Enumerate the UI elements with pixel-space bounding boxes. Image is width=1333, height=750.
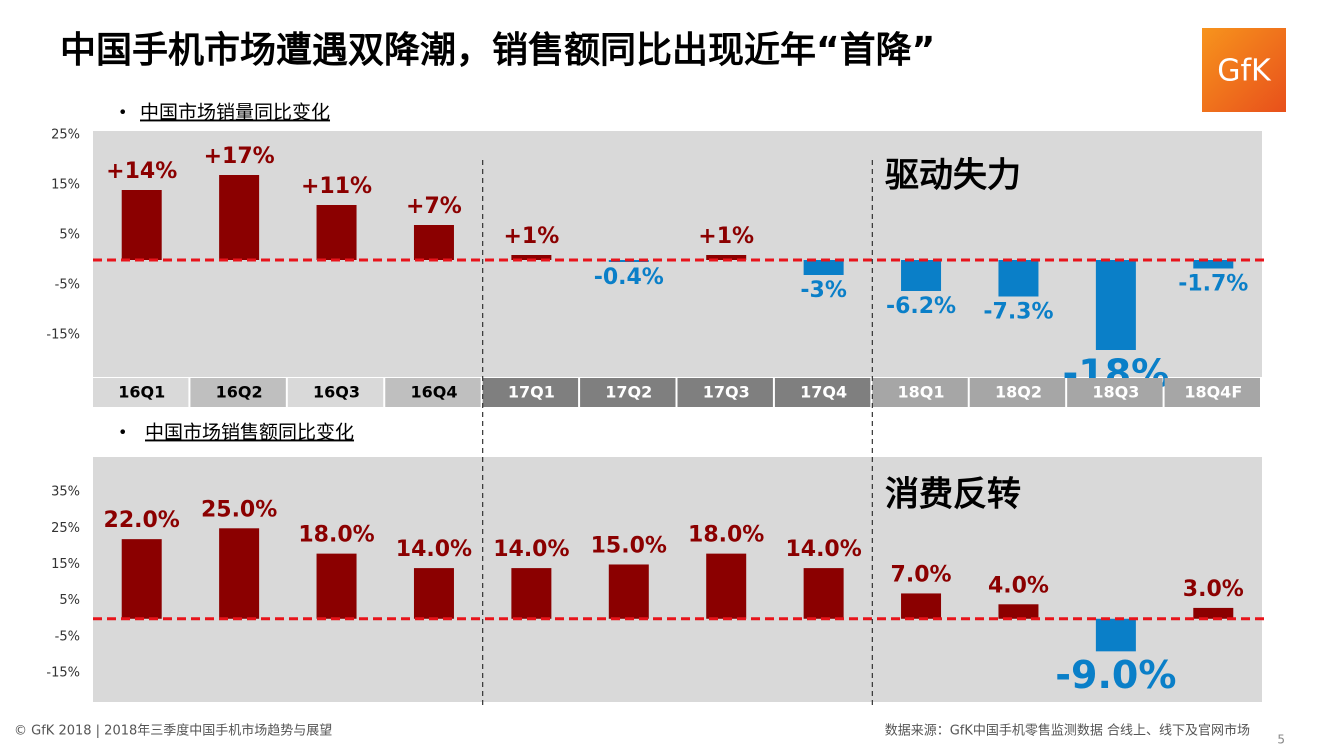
bar — [121, 190, 162, 260]
y-tick-label: 25% — [51, 128, 80, 143]
y-tick-label: 35% — [51, 485, 80, 500]
x-tick-label: 18Q3 — [1092, 383, 1139, 402]
category-band — [872, 378, 968, 407]
bar — [1095, 260, 1136, 350]
value-label: +17% — [204, 144, 275, 169]
y-tick-label: -15% — [46, 328, 80, 343]
value-label: 3.0% — [1183, 577, 1244, 602]
bar — [511, 568, 552, 619]
x-tick-label: 16Q3 — [313, 383, 360, 402]
bar — [706, 255, 747, 260]
bar — [803, 568, 844, 619]
category-band — [287, 378, 384, 407]
x-tick-label: 16Q4 — [410, 383, 457, 402]
y-tick-label: 25% — [51, 521, 80, 536]
value-label: +7% — [406, 194, 462, 219]
y-tick-label: 5% — [59, 593, 80, 608]
x-tick-label: 16Q1 — [118, 383, 165, 402]
bar — [316, 553, 357, 619]
plot-area — [93, 457, 1262, 702]
bar — [413, 568, 454, 619]
value-label: 7.0% — [891, 562, 952, 587]
value-label: +1% — [698, 224, 754, 249]
logo-text: GfK — [1217, 54, 1272, 89]
bar — [511, 255, 552, 260]
bar — [998, 604, 1039, 619]
x-tick-label: 17Q2 — [605, 383, 652, 402]
y-tick-label: -5% — [55, 278, 80, 293]
footer: © GfK 2018 | 2018年三季度中国手机市场趋势与展望 — [14, 723, 332, 739]
x-tick-label: 16Q2 — [216, 383, 263, 402]
bar — [121, 539, 162, 619]
y-tick-label: 15% — [51, 178, 80, 193]
bar — [1193, 607, 1234, 619]
category-band — [482, 378, 579, 407]
category-band — [969, 378, 1066, 407]
value-label: 18.0% — [688, 523, 764, 548]
bar — [316, 205, 357, 260]
category-band — [774, 378, 871, 407]
value-label: 25.0% — [201, 497, 277, 522]
value-label: +1% — [503, 224, 559, 249]
chart-title: 中国市场销售额同比变化 — [145, 422, 354, 444]
category-band — [385, 378, 481, 407]
value-label: 18.0% — [298, 523, 374, 548]
value-label: +11% — [301, 174, 372, 199]
value-label: -7.3% — [983, 300, 1053, 325]
annotation: 消费反转 — [885, 475, 1021, 515]
value-label: -0.4% — [594, 265, 664, 290]
bar — [901, 260, 942, 291]
x-tick-label: 17Q4 — [800, 383, 847, 402]
x-tick-label: 18Q1 — [898, 383, 945, 402]
logo-box — [1202, 28, 1286, 112]
logo: GfK — [1202, 28, 1286, 112]
value-label: -6.2% — [886, 294, 956, 319]
value-label: 22.0% — [104, 508, 180, 533]
bar — [413, 225, 454, 260]
plot-area — [93, 131, 1262, 377]
category-band — [677, 378, 773, 407]
y-tick-label: 5% — [59, 228, 80, 243]
value-label: -9.0% — [1055, 653, 1176, 697]
source: 数据来源：GfK中国手机零售监测数据 合线上、线下及官网市场 — [885, 723, 1250, 739]
annotation: 驱动失力 — [885, 156, 1021, 196]
value-label: 14.0% — [396, 537, 472, 562]
y-tick-label: -15% — [46, 666, 80, 681]
bullet: • — [118, 423, 127, 442]
bar — [998, 260, 1039, 297]
category-band — [1164, 378, 1260, 407]
bar — [901, 593, 942, 619]
category-band — [93, 378, 189, 407]
bar — [803, 260, 844, 275]
category-band — [580, 378, 676, 407]
value-label: +14% — [106, 159, 177, 184]
y-tick-label: 15% — [51, 557, 80, 572]
value-label: 15.0% — [591, 533, 667, 558]
value-label: 14.0% — [493, 537, 569, 562]
value-label: 14.0% — [785, 537, 861, 562]
x-tick-label: 18Q4F — [1184, 383, 1242, 402]
value-label: -3% — [800, 278, 846, 303]
slide-title: 中国手机市场遭遇双降潮，销售额同比出现近年“首降” — [60, 30, 935, 71]
value-label: -1.7% — [1178, 272, 1248, 297]
y-tick-label: -5% — [55, 629, 80, 644]
bar — [1095, 618, 1136, 652]
bullet: • — [118, 103, 127, 122]
category-band — [1067, 378, 1163, 407]
bar — [1193, 260, 1234, 269]
bar — [219, 528, 260, 619]
category-band — [190, 378, 286, 407]
chart-title: 中国市场销量同比变化 — [140, 102, 330, 124]
bar — [608, 564, 649, 619]
bar — [219, 175, 260, 260]
x-tick-label: 17Q3 — [703, 383, 750, 402]
x-tick-label: 18Q2 — [995, 383, 1042, 402]
x-tick-label: 17Q1 — [508, 383, 555, 402]
page-number: 5 — [1277, 733, 1285, 747]
bar — [706, 553, 747, 619]
value-label: 4.0% — [988, 573, 1049, 598]
